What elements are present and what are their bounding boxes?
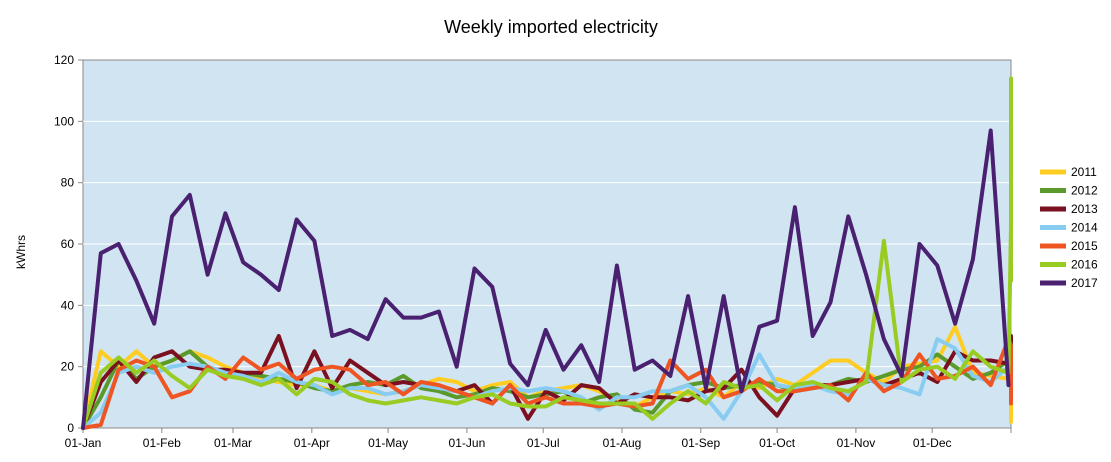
x-tick-label: 01-Jan — [65, 436, 102, 450]
y-tick-label: 20 — [61, 360, 75, 374]
x-tick-label: 01-Mar — [214, 436, 252, 450]
legend-label-2016: 2016 — [1071, 258, 1098, 272]
x-tick-label: 01-Jul — [527, 436, 560, 450]
series-group — [81, 76, 1013, 430]
x-tick-label: 01-May — [368, 436, 408, 450]
x-tick-label: 01-Aug — [603, 436, 642, 450]
x-tick-label: 01-Apr — [294, 436, 330, 450]
series-line-2016 — [81, 76, 1013, 430]
legend-label-2012: 2012 — [1071, 184, 1098, 198]
legend-label-2017: 2017 — [1071, 276, 1098, 290]
y-tick-label: 60 — [61, 237, 75, 251]
y-tick-label: 0 — [67, 421, 74, 435]
y-tick-label: 40 — [61, 298, 75, 312]
x-tick-label: 01-Oct — [759, 436, 796, 450]
x-tick-label: 01-Jun — [449, 436, 486, 450]
y-tick-label: 100 — [54, 114, 74, 128]
y-tick-label: 120 — [54, 53, 74, 67]
series-line-2017 — [81, 128, 1011, 430]
x-tick-label: 01-Dec — [913, 436, 952, 450]
y-tick-label: 80 — [61, 176, 75, 190]
legend-label-2013: 2013 — [1071, 202, 1098, 216]
x-axis: 01-Jan 01-Feb 01-Mar 01-Apr 01-May 01-Jun 01-J… — [65, 428, 1012, 450]
y-axis-label: kWhrs — [14, 235, 28, 269]
x-tick-label: 01-Nov — [837, 436, 876, 450]
legend-label-2014: 2014 — [1071, 221, 1098, 235]
legend: 2011 2012 2013 2014 2015 2016 2017 — [1040, 165, 1098, 290]
legend-label-2011: 2011 — [1071, 165, 1097, 179]
x-tick-label: 01-Sep — [681, 436, 720, 450]
legend-label-2015: 2015 — [1071, 239, 1098, 253]
series-line-2013 — [81, 334, 1013, 430]
y-axis: 0 20 40 60 80 100 120 — [54, 53, 83, 435]
x-tick-label: 01-Feb — [143, 436, 181, 450]
chart-title: Weekly imported electricity — [444, 17, 658, 37]
series-line-2014 — [81, 337, 1013, 430]
